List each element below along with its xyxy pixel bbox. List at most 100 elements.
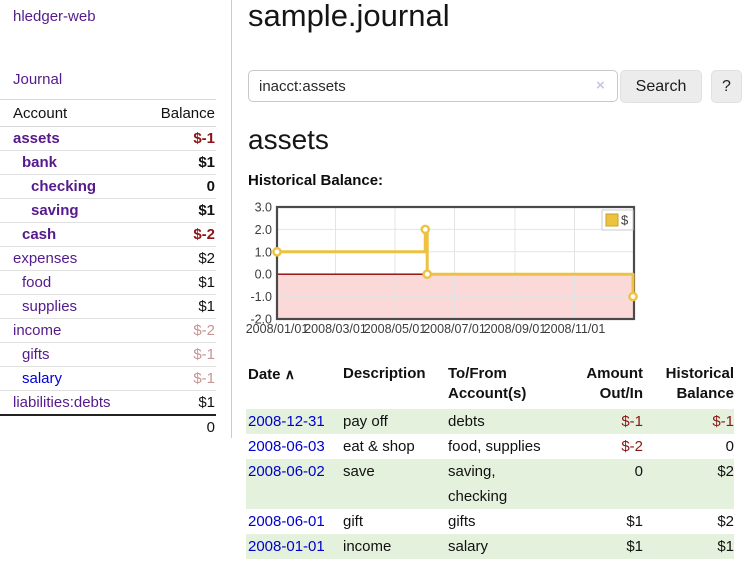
- balance-cell: 0: [725, 438, 734, 455]
- brand-link[interactable]: hledger-web: [13, 8, 96, 25]
- accounts-table: Account Balance assets $-1 bank $1 checking 0…: [0, 99, 216, 439]
- plot-border: [275, 205, 636, 321]
- chart-title-label: Historical Balance:: [248, 172, 384, 189]
- data-point[interactable]: [628, 291, 638, 302]
- accounts-column-header: To/From Account(s): [448, 365, 527, 402]
- account-balance: $-1: [193, 130, 215, 147]
- account-link[interactable]: bank: [22, 154, 58, 171]
- amount-cell: $1: [626, 513, 643, 530]
- account-balance: 0: [206, 178, 215, 195]
- description-cell: save: [343, 463, 375, 480]
- table-row: 2008-01-01 income salary $1 $1: [246, 534, 734, 559]
- account-row: cash $-2: [0, 222, 216, 247]
- y-tick-label: 3.0: [255, 201, 272, 215]
- accounts-total-value: 0: [206, 418, 215, 436]
- table-row: 2008-06-02 save saving, checking 0 $2: [246, 459, 734, 509]
- account-balance: $2: [198, 250, 215, 267]
- legend-swatch: [605, 213, 619, 227]
- account-row: income $-2: [0, 318, 216, 343]
- account-balance: $1: [198, 393, 215, 411]
- account-link[interactable]: income: [13, 322, 62, 339]
- date-link[interactable]: 2008-06-03: [248, 438, 325, 455]
- account-heading: assets: [248, 124, 329, 155]
- y-tick-label: 1.0: [255, 245, 272, 259]
- x-tick-label: 2008/03/01: [304, 322, 367, 336]
- account-balance: $-2: [193, 226, 215, 243]
- historical-balance-chart[interactable]: 3.0 2.0 1.0 0.0 -1.0 -2.02008/01/012008/03/01…: [240, 199, 742, 347]
- accounts-table-body: assets $-1 bank $1 checking 0 saving $1 cash $-2 e…: [0, 127, 216, 415]
- account-link[interactable]: checking: [31, 178, 97, 195]
- amount-column-header: Amount Out/In: [586, 365, 643, 402]
- amount-cell: $-2: [621, 438, 643, 455]
- balance-cell: $-1: [712, 413, 734, 430]
- balance-cell: $1: [717, 538, 734, 555]
- data-point[interactable]: [422, 269, 433, 279]
- accounts-cell: saving, checking: [448, 463, 508, 505]
- clear-search-icon[interactable]: ×: [596, 77, 605, 94]
- data-point[interactable]: [420, 224, 431, 235]
- account-row: checking 0: [0, 174, 216, 199]
- account-link[interactable]: supplies: [22, 298, 78, 315]
- description-cell: income: [343, 538, 392, 555]
- account-row: assets $-1: [0, 127, 216, 151]
- account-link[interactable]: food: [22, 274, 52, 291]
- amount-cell: 0: [634, 463, 643, 480]
- account-link[interactable]: gifts: [22, 346, 50, 363]
- account-balance: $1: [198, 298, 215, 315]
- sidebar-item-journal[interactable]: Journal: [13, 71, 63, 88]
- account-balance: $1: [198, 202, 215, 219]
- balance-cell: $2: [717, 513, 734, 530]
- y-tick-label: -1.0: [250, 290, 272, 304]
- balance-column-header-register: Historical Balance: [665, 365, 734, 402]
- account-link[interactable]: cash: [22, 226, 57, 243]
- x-tick-label: 2008/09/01: [484, 322, 547, 336]
- account-link[interactable]: saving: [31, 202, 79, 219]
- legend-label: $: [621, 213, 629, 228]
- account-balance: $1: [198, 154, 215, 171]
- x-tick-label: 2008/07/01: [423, 322, 486, 336]
- date-link[interactable]: 2008-06-01: [248, 513, 325, 530]
- account-link[interactable]: salary: [22, 370, 63, 387]
- accounts-total-row: 0: [0, 414, 216, 439]
- date-link[interactable]: 2008-01-01: [248, 538, 325, 555]
- account-row: salary $-1: [0, 366, 216, 391]
- search-button[interactable]: Search: [620, 70, 702, 103]
- account-balance: $-1: [193, 346, 215, 363]
- y-tick-label: 0.0: [255, 268, 272, 282]
- x-tick-label: 2008/01/01: [246, 322, 309, 336]
- amount-cell: $-1: [621, 413, 643, 430]
- accounts-cell: food, supplies: [448, 438, 541, 455]
- date-link[interactable]: 2008-06-02: [248, 463, 325, 480]
- data-point[interactable]: [272, 247, 282, 257]
- table-row: 2008-06-01 gift gifts $1 $2: [246, 509, 734, 534]
- page-title: sample.journal: [248, 0, 450, 33]
- date-column-header[interactable]: Date ∧: [248, 366, 295, 383]
- account-link[interactable]: assets: [13, 130, 60, 147]
- accounts-cell: debts: [448, 413, 485, 430]
- sort-asc-icon: ∧: [284, 366, 295, 382]
- account-link[interactable]: expenses: [13, 250, 78, 267]
- balance-column-header: Balance: [160, 104, 215, 122]
- account-row: liabilities:debts $1: [0, 390, 216, 415]
- account-balance: $1: [198, 274, 215, 291]
- account-row: gifts $-1: [0, 342, 216, 367]
- account-column-header: Account: [13, 104, 68, 122]
- account-balance: $-2: [193, 322, 215, 339]
- date-link[interactable]: 2008-12-31: [248, 413, 325, 430]
- y-tick-label: 2.0: [255, 223, 272, 237]
- help-button[interactable]: ?: [711, 70, 742, 103]
- account-row: supplies $1: [0, 294, 216, 319]
- sidebar: hledger-web Journal Account Balance asse…: [0, 0, 232, 438]
- table-row: 2008-12-31 pay off debts $-1 $-1: [246, 409, 734, 434]
- table-row: 2008-06-03 eat & shop food, supplies $-2 0: [246, 434, 734, 459]
- balance-cell: $2: [717, 463, 734, 480]
- description-column-header: Description: [343, 365, 426, 382]
- x-tick-label: 2008/05/01: [364, 322, 427, 336]
- description-cell: gift: [343, 513, 364, 530]
- account-balance: $-1: [193, 370, 215, 387]
- search-input[interactable]: [248, 70, 618, 102]
- description-cell: pay off: [343, 413, 388, 430]
- account-link[interactable]: liabilities:debts: [13, 393, 111, 411]
- account-row: food $1: [0, 270, 216, 295]
- y-tick-label: -2.0: [250, 313, 272, 327]
